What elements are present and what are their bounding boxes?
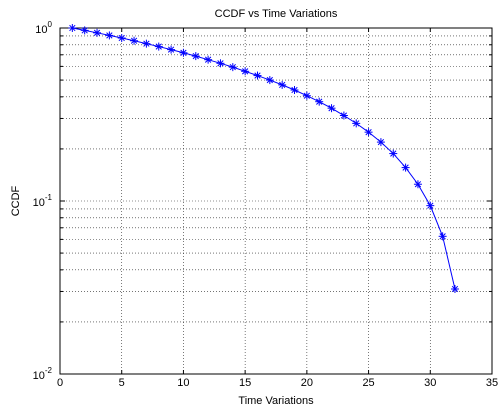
- series: [68, 24, 459, 293]
- data-point-marker: [413, 180, 422, 189]
- data-point-marker: [376, 138, 385, 147]
- x-tick-label: 30: [424, 377, 436, 389]
- y-tick-label: 100: [35, 20, 52, 36]
- data-point-marker: [253, 71, 262, 80]
- x-tick-label: 25: [362, 377, 374, 389]
- data-point-marker: [315, 97, 324, 106]
- data-point-marker: [438, 232, 447, 241]
- data-point-marker: [450, 284, 459, 293]
- data-point-marker: [179, 48, 188, 57]
- x-tick-label: 10: [177, 377, 189, 389]
- data-point-marker: [80, 26, 89, 35]
- data-point-marker: [216, 59, 225, 68]
- data-point-marker: [142, 39, 151, 48]
- grid: [60, 28, 492, 374]
- x-tick-label: 0: [57, 377, 63, 389]
- data-point-marker: [204, 55, 213, 64]
- data-point-marker: [364, 128, 373, 137]
- y-axis-label: CCDF: [10, 185, 22, 216]
- data-point-marker: [117, 34, 126, 43]
- data-point-marker: [352, 119, 361, 128]
- data-point-marker: [426, 201, 435, 210]
- x-tick-label: 5: [119, 377, 125, 389]
- data-point-marker: [278, 80, 287, 89]
- x-tick-label: 20: [301, 377, 313, 389]
- data-point-marker: [228, 63, 237, 72]
- data-point-marker: [68, 24, 77, 32]
- data-point-marker: [265, 76, 274, 85]
- data-point-marker: [327, 104, 336, 113]
- x-tick-label: 35: [486, 377, 498, 389]
- data-point-marker: [130, 36, 139, 45]
- chart-title: CCDF vs Time Variations: [215, 8, 338, 20]
- data-point-marker: [93, 28, 102, 37]
- data-point-marker: [154, 42, 163, 51]
- data-point-marker: [302, 91, 311, 100]
- data-point-marker: [105, 31, 114, 40]
- data-point-marker: [339, 111, 348, 120]
- data-point-marker: [191, 52, 200, 61]
- data-point-marker: [401, 163, 410, 172]
- axis-ticks: 0 5 10 15 20 25 30 35 10-2 10-1 100: [33, 20, 499, 389]
- y-tick-label: 10-1: [33, 193, 53, 209]
- x-tick-label: 15: [239, 377, 251, 389]
- data-point-marker: [167, 45, 176, 54]
- y-tick-label: 10-2: [33, 366, 53, 382]
- data-point-marker: [290, 86, 299, 95]
- data-point-marker: [389, 149, 398, 158]
- x-axis-label: Time Variations: [238, 395, 314, 407]
- data-point-marker: [241, 67, 250, 76]
